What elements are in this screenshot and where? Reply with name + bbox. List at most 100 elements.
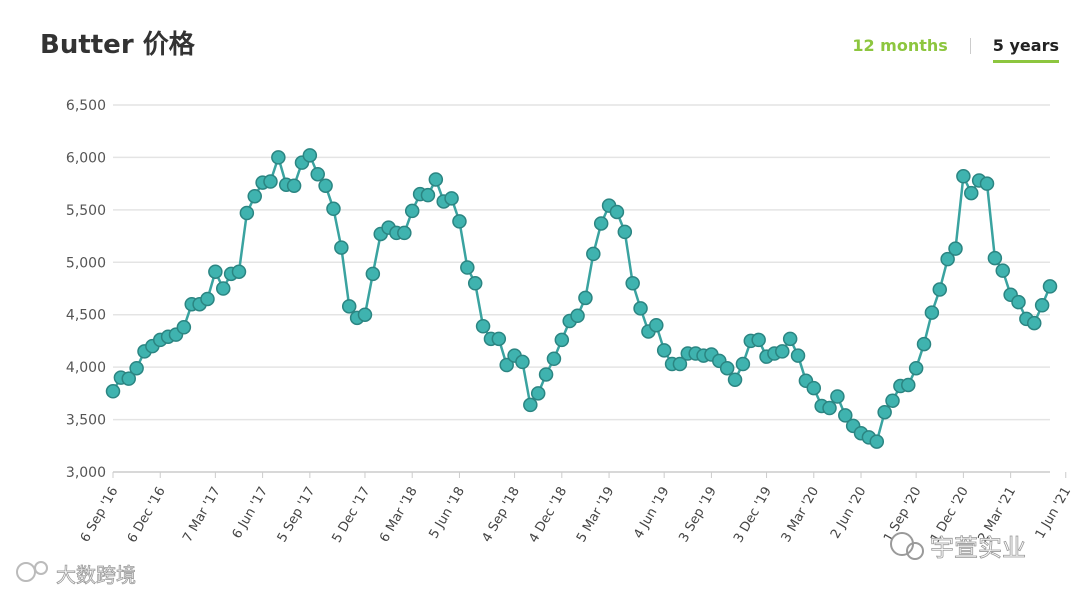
y-axis: 3,000 3,500 4,000 4,500 5,000 5,500 6,000 6,500 [66, 98, 106, 481]
data-point[interactable] [956, 169, 971, 184]
data-point[interactable] [1034, 298, 1050, 313]
data-point[interactable] [987, 250, 1003, 266]
data-point[interactable] [1027, 315, 1042, 331]
y-tick-label: 4,500 [66, 308, 106, 324]
data-point[interactable] [727, 372, 743, 387]
data-point[interactable] [877, 404, 892, 420]
data-point[interactable] [578, 290, 593, 306]
data-point[interactable] [302, 148, 318, 163]
data-point[interactable] [719, 360, 735, 376]
data-point[interactable] [428, 172, 444, 187]
data-point[interactable] [822, 400, 837, 416]
data-point[interactable] [964, 185, 979, 201]
data-point[interactable] [554, 332, 570, 348]
data-point[interactable] [538, 367, 554, 382]
data-point[interactable] [404, 203, 420, 219]
data-point[interactable] [247, 188, 262, 204]
tab-5-years[interactable]: 5 years [992, 36, 1059, 63]
data-point[interactable] [649, 317, 664, 333]
data-point[interactable] [239, 205, 255, 221]
data-point[interactable] [751, 332, 766, 348]
data-point[interactable] [1011, 294, 1026, 310]
data-point[interactable] [286, 178, 302, 193]
watermark-left-text: 大数跨境 [56, 563, 136, 587]
data-point[interactable] [656, 343, 672, 358]
data-point[interactable] [672, 356, 688, 372]
data-point[interactable] [916, 336, 932, 352]
x-tick-label: 6 Mar '18 [377, 485, 421, 545]
y-tick-label: 5,000 [66, 255, 106, 271]
watermark-right-text: 宇萱实业 [930, 534, 1026, 562]
data-point[interactable] [546, 351, 562, 367]
data-point[interactable] [105, 384, 121, 399]
data-point[interactable] [735, 356, 751, 372]
wechat-icon-small [906, 542, 924, 560]
data-point[interactable] [885, 393, 900, 408]
data-point[interactable] [617, 224, 633, 240]
data-point[interactable] [491, 331, 507, 347]
data-point[interactable] [924, 305, 940, 320]
watermark-right: 宇萱实业 [890, 532, 1026, 562]
data-point[interactable] [215, 281, 231, 296]
data-point[interactable] [341, 299, 357, 314]
data-point[interactable] [570, 308, 585, 324]
data-point[interactable] [357, 307, 373, 322]
data-point[interactable] [838, 408, 853, 423]
data-point[interactable] [326, 201, 341, 217]
data-point[interactable] [515, 354, 530, 370]
data-point[interactable] [460, 260, 475, 275]
data-point[interactable] [200, 291, 215, 307]
data-point[interactable] [979, 176, 995, 191]
data-point[interactable] [420, 187, 436, 203]
data-point[interactable] [365, 266, 381, 282]
data-point[interactable] [397, 225, 412, 241]
data-point[interactable] [775, 344, 790, 359]
x-tick-label: 2 Jun '20 [828, 485, 869, 542]
y-tick-label: 3,000 [66, 465, 106, 481]
data-point[interactable] [806, 380, 822, 396]
data-point[interactable] [231, 264, 247, 279]
data-point[interactable] [908, 360, 924, 376]
data-point[interactable] [782, 331, 798, 347]
data-point[interactable] [129, 360, 144, 376]
data-point[interactable] [790, 348, 806, 363]
data-point[interactable] [208, 264, 223, 279]
data-point[interactable] [263, 174, 278, 189]
tab-12-months[interactable]: 12 months [852, 36, 948, 55]
data-point[interactable] [586, 246, 601, 262]
data-point[interactable] [901, 377, 916, 393]
data-point[interactable] [452, 214, 467, 229]
data-point[interactable] [467, 276, 483, 291]
data-point[interactable] [310, 166, 325, 182]
data-point[interactable] [609, 204, 625, 220]
x-tick-label: 6 Dec '16 [125, 485, 169, 546]
data-point[interactable] [830, 389, 845, 404]
data-point[interactable] [334, 240, 349, 255]
data-point[interactable] [948, 241, 963, 256]
watermark-left: 大数跨境 [16, 561, 136, 587]
data-point[interactable] [1042, 279, 1058, 294]
data-point[interactable] [444, 191, 459, 206]
x-tick-label: 4 Sep '18 [479, 485, 523, 545]
data-point[interactable] [593, 216, 609, 231]
data-point[interactable] [932, 282, 948, 297]
x-tick-label: 1 Sep '20 [881, 485, 925, 545]
x-tick-label: 3 Sep '19 [676, 485, 720, 545]
data-point[interactable] [176, 320, 192, 335]
data-point[interactable] [475, 318, 491, 334]
data-point[interactable] [869, 434, 885, 449]
data-point[interactable] [940, 251, 955, 267]
data-point[interactable] [121, 371, 136, 386]
x-tick-label: 7 Mar '17 [180, 485, 224, 545]
x-tick-label: 5 Mar '19 [574, 485, 618, 545]
chart-title: Butter 价格 [40, 30, 195, 60]
data-point[interactable] [633, 301, 648, 316]
data-point[interactable] [995, 263, 1011, 278]
data-point[interactable] [499, 357, 514, 373]
data-point[interactable] [530, 386, 546, 401]
data-point[interactable] [523, 397, 538, 413]
data-point[interactable] [625, 276, 640, 291]
data-point[interactable] [271, 150, 286, 165]
watermark-logo-icon [16, 562, 36, 582]
data-point[interactable] [318, 178, 333, 193]
